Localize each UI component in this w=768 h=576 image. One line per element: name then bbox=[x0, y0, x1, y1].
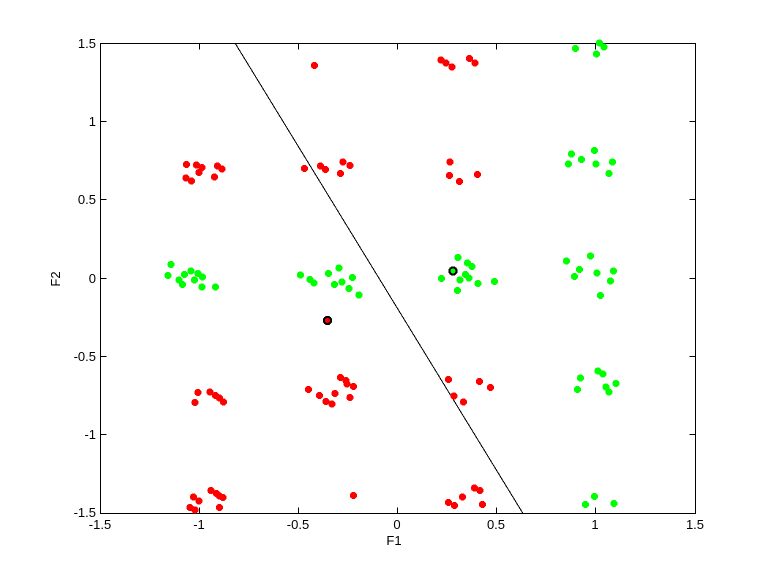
svg-text:-0.5: -0.5 bbox=[74, 349, 96, 364]
svg-text:0: 0 bbox=[393, 517, 400, 532]
svg-text:0.5: 0.5 bbox=[78, 192, 96, 207]
svg-text:0: 0 bbox=[89, 271, 96, 286]
svg-text:-1: -1 bbox=[84, 427, 96, 442]
svg-text:F2: F2 bbox=[48, 271, 63, 286]
svg-text:-0.5: -0.5 bbox=[287, 517, 309, 532]
svg-text:F1: F1 bbox=[386, 533, 401, 548]
svg-text:0.5: 0.5 bbox=[487, 517, 505, 532]
svg-text:1: 1 bbox=[89, 114, 96, 129]
svg-text:1.5: 1.5 bbox=[78, 36, 96, 51]
svg-text:-1.5: -1.5 bbox=[74, 505, 96, 520]
svg-text:1.5: 1.5 bbox=[686, 517, 704, 532]
svg-text:1: 1 bbox=[591, 517, 598, 532]
svg-text:-1: -1 bbox=[193, 517, 205, 532]
svg-text:-1.5: -1.5 bbox=[89, 517, 111, 532]
